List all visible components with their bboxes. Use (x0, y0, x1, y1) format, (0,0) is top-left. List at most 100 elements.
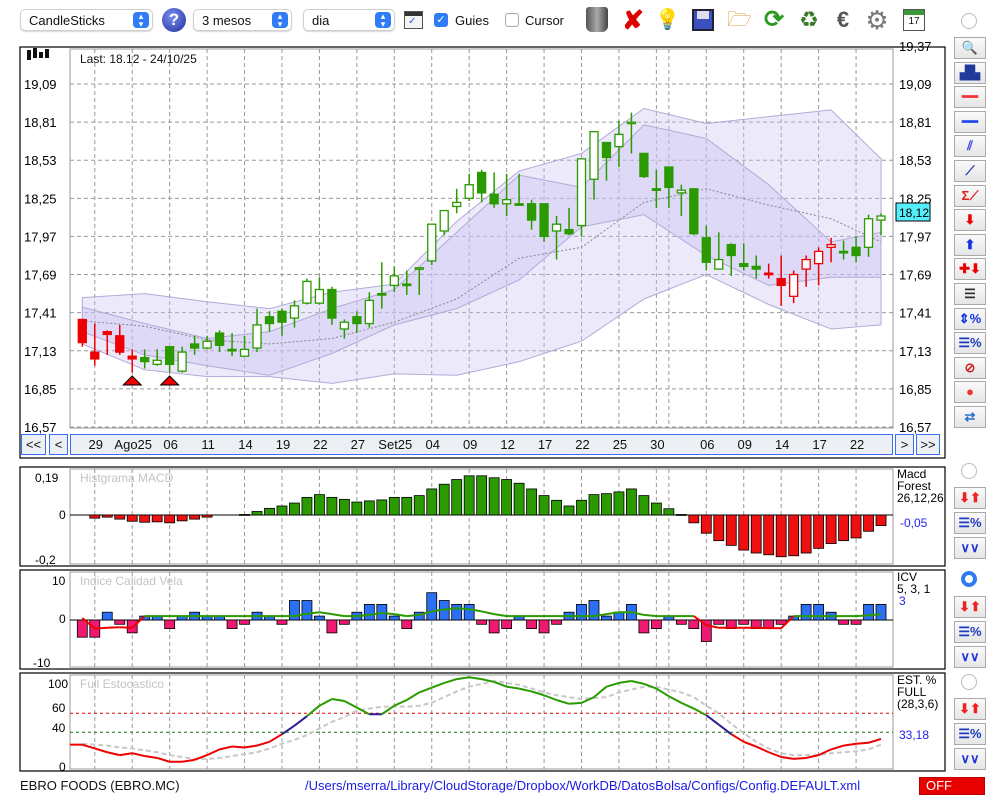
stoch-k-segment (231, 745, 245, 749)
y-tick-right: 19,37 (899, 39, 932, 54)
period-select[interactable]: 3 mesos ▴ ▾ (193, 9, 292, 31)
nav-last-button[interactable]: >> (916, 434, 940, 455)
grid-lines-button[interactable]: ☰ (954, 283, 986, 305)
sync-button[interactable]: ⇄ (954, 406, 986, 428)
macd-bar (89, 514, 101, 519)
cursor-checkbox[interactable] (505, 13, 519, 27)
x-tick-label: 06 (163, 437, 178, 452)
horizontal-blue-line-button[interactable]: ━━ (954, 110, 986, 133)
no-entry-button[interactable]: ⊘ (954, 356, 986, 379)
period-value: 3 mesos (202, 13, 252, 28)
icv-bar (101, 611, 113, 621)
percent-levels-button[interactable]: ☰% (954, 332, 986, 355)
date-axis-bar[interactable]: 29 Ago25 06 11 14 19 22 27 Set25 04 09 12 17 22 25 30 06… (70, 434, 893, 455)
stoch-k-segment (593, 685, 608, 698)
macd-bar (476, 475, 488, 516)
trash-icon[interactable] (586, 7, 608, 32)
horizontal-red-line-button[interactable]: ━━ (954, 86, 986, 109)
add-signal-button[interactable]: ✚⬇ (954, 258, 986, 281)
y-tick-left: 17,13 (24, 344, 57, 359)
channel-button[interactable]: ⫽ (954, 135, 986, 158)
y-tick-right: 18,53 (899, 153, 932, 168)
stoch-k-segment (868, 737, 882, 744)
config-path-link[interactable]: /Users/mserra/Library/CloudStorage/Dropb… (305, 778, 861, 793)
icv-bar (738, 619, 750, 625)
candle-body (576, 158, 587, 227)
oscillator-curve-button[interactable]: ∨∨ (954, 646, 986, 668)
candle-body (489, 193, 499, 205)
icv-line-segment (593, 613, 607, 618)
nav-prev-button[interactable]: < (49, 434, 68, 455)
candle-body (676, 189, 686, 194)
signals-icon: ⬇⬆ (959, 599, 981, 614)
indicator-panel-radio[interactable] (961, 674, 977, 690)
main-panel-radio[interactable] (961, 13, 977, 29)
macd-bar (825, 514, 837, 545)
chart-window-icon[interactable]: ✓ (404, 11, 423, 29)
icv-bar (863, 604, 874, 621)
macd-bar (451, 479, 463, 516)
nav-first-button[interactable]: << (21, 434, 46, 455)
sell-arrow-button[interactable]: ⬇ (954, 209, 986, 232)
refresh-icon[interactable]: ⟳ (763, 6, 785, 33)
folder-open-icon[interactable]: 🗁 (727, 9, 752, 31)
candle-body (863, 218, 874, 248)
macd-bar (189, 514, 201, 520)
buy-arrow-button[interactable]: ⬆ (954, 233, 986, 256)
save-icon[interactable] (692, 9, 714, 31)
guides-checkbox[interactable]: ✓ (434, 13, 448, 27)
chart-type-select[interactable]: CandleSticks ▴ ▾ (20, 9, 153, 31)
nav-next-button[interactable]: > (895, 434, 914, 455)
status-off-button[interactable]: OFF (919, 777, 985, 795)
help-icon[interactable]: ? (162, 8, 186, 32)
stoch-k-segment (406, 691, 420, 701)
stoch-k-segment (343, 700, 358, 709)
sigma-trendline-button[interactable]: Σ⟋ (954, 184, 986, 207)
x-tick-label: Ago25 (114, 437, 153, 452)
y-tick-right: 17,13 (899, 344, 932, 359)
signals-button[interactable]: ⬇⬆ (954, 698, 986, 720)
delete-icon[interactable]: ✘ (622, 5, 644, 35)
oscillator-curve-button[interactable]: ∨∨ (954, 748, 986, 770)
current-price-box (895, 202, 931, 222)
chart-bars-icon (27, 50, 31, 60)
interval-select[interactable]: dia ▴ ▾ (303, 9, 395, 31)
indicator-panel-radio[interactable] (961, 463, 977, 479)
overview-chart-button[interactable]: ▟▙ (954, 61, 986, 84)
icv-bar (538, 619, 550, 634)
candle-body (227, 348, 237, 352)
macd-bar (114, 514, 126, 520)
macd-bar (388, 496, 400, 516)
oscillator-curve-button[interactable]: ∨∨ (954, 537, 986, 559)
percent-range-button[interactable]: ⇕% (954, 307, 986, 330)
stoch-k-segment (393, 699, 408, 707)
zoom-button[interactable]: 🔍 (954, 37, 986, 59)
euro-icon[interactable]: € (836, 7, 850, 32)
candle-body (539, 203, 549, 238)
stoch-k-segment (655, 687, 670, 698)
sell-arrow-icon: ⬇ (964, 212, 976, 228)
macd-bar (588, 494, 600, 516)
candle-body (402, 283, 412, 287)
recycle-icon[interactable]: ♻ (799, 7, 819, 32)
candle-body (289, 305, 300, 319)
horizontal-red-line-icon: ━━ (962, 89, 978, 105)
percent-levels-button[interactable]: ☰% (954, 723, 986, 745)
candle-body (77, 318, 87, 344)
macd-legend-1: Macd (897, 467, 926, 481)
signals-button[interactable]: ⬇⬆ (954, 487, 986, 509)
calendar-icon[interactable]: 17 (903, 9, 925, 31)
signals-button[interactable]: ⬇⬆ (954, 596, 986, 618)
percent-levels-button[interactable]: ☰% (954, 512, 986, 534)
icv-bar (650, 619, 662, 630)
stoch-legend-2: FULL (897, 685, 927, 699)
stoch-k-segment (306, 704, 321, 717)
gear-icon[interactable]: ⚙ (865, 5, 889, 35)
record-button[interactable]: ● (954, 381, 986, 404)
indicator-panel-radio[interactable] (961, 571, 977, 587)
percent-levels-icon: ☰% (958, 726, 982, 741)
candle-body (689, 188, 699, 235)
trendline-button[interactable]: ⟋ (954, 160, 986, 182)
lightbulb-icon[interactable]: 💡 (655, 9, 680, 31)
percent-levels-button[interactable]: ☰% (954, 621, 986, 643)
